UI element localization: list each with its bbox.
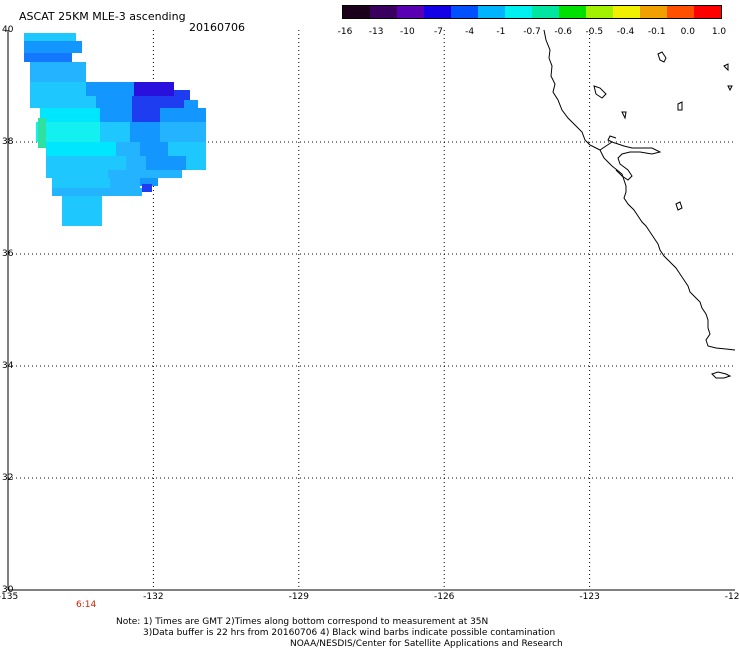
latitude-tick-label: 36: [2, 249, 14, 259]
swath-cell: [52, 188, 142, 196]
wind-swath: [24, 33, 206, 226]
longitude-tick-label: -132: [143, 592, 164, 602]
note-line-3: NOAA/NESDIS/Center for Satellite Applica…: [290, 639, 563, 649]
swath-cell: [100, 108, 132, 122]
colorbar-segment: [586, 6, 614, 18]
swath-cell: [62, 206, 102, 226]
latitude-tick-label: 30: [2, 585, 14, 595]
swath-cell: [186, 156, 206, 170]
note-line-2: 3)Data buffer is 22 hrs from 20160706 4)…: [143, 628, 556, 638]
swath-cell: [134, 82, 174, 96]
swath-time-label: 6:14: [76, 600, 97, 610]
swath-cell: [184, 100, 198, 110]
colorbar-segment: [532, 6, 560, 18]
swath-cell: [160, 122, 206, 142]
swath-cell: [132, 108, 160, 122]
colorbar-tick-label: -0.6: [554, 27, 572, 37]
swath-cell: [46, 170, 108, 178]
swath-cell: [142, 184, 152, 192]
colorbar: [342, 5, 722, 19]
note-line-1: Note: 1) Times are GMT 2)Times along bot…: [116, 617, 489, 627]
colorbar-tick-label: -0.4: [616, 27, 635, 37]
colorbar-segment: [559, 6, 587, 18]
longitude-tick-label: -123: [579, 592, 600, 602]
colorbar-segment: [343, 6, 371, 18]
colorbar-segment: [640, 6, 668, 18]
swath-cell: [36, 122, 100, 142]
colorbar-tick-label: 1.0: [711, 27, 727, 37]
colorbar-segment: [694, 6, 721, 18]
colorbar-tick-label: -1: [496, 27, 506, 37]
product-date: 20160706: [189, 21, 245, 34]
colorbar-tick-label: 0.0: [680, 27, 695, 37]
colorbar-segment: [478, 6, 506, 18]
colorbar-segment: [667, 6, 695, 18]
swath-cell: [116, 142, 140, 156]
swath-cell: [130, 122, 160, 142]
colorbar-tick-label: -10: [399, 27, 415, 37]
swath-cell: [52, 178, 110, 188]
colorbar-tick-label: -4: [465, 27, 475, 37]
swath-cell: [24, 41, 82, 53]
map-grid: [8, 30, 735, 590]
swath-cell: [46, 142, 116, 156]
colorbar-segment: [505, 6, 533, 18]
swath-cell: [140, 142, 168, 156]
colorbar-tick-label: -0.5: [585, 27, 604, 37]
swath-cell: [30, 62, 86, 82]
swath-cell: [38, 118, 46, 148]
swath-cell: [46, 156, 126, 170]
california-coastline: [543, 29, 736, 379]
swath-cell: [100, 122, 130, 142]
swath-cell: [108, 170, 182, 178]
swath-cell: [62, 196, 102, 206]
swath-cell: [40, 108, 100, 122]
swath-cell: [146, 156, 186, 170]
product-title: ASCAT 25KM MLE-3 ascending: [19, 10, 186, 23]
colorbar-tick-label: -0.7: [523, 27, 541, 37]
swath-cell: [126, 156, 146, 170]
colorbar-tick-label: -16: [337, 27, 353, 37]
latitude-tick-label: 32: [2, 473, 14, 483]
swath-cell: [160, 108, 206, 122]
longitude-tick-label: -126: [433, 592, 455, 602]
swath-cell: [30, 96, 96, 108]
colorbar-segment: [397, 6, 425, 18]
colorbar-segment: [424, 6, 452, 18]
swath-cell: [140, 178, 158, 186]
latitude-tick-label: 34: [2, 361, 14, 371]
colorbar-segment: [613, 6, 641, 18]
colorbar-tick-label: -13: [368, 27, 384, 37]
colorbar-tick-label: -0.1: [647, 27, 666, 37]
colorbar-segment: [370, 6, 398, 18]
swath-cell: [110, 178, 140, 188]
longitude-tick-label: -120: [724, 592, 740, 602]
swath-cell: [24, 53, 72, 62]
colorbar-gradient: [343, 6, 721, 18]
latitude-tick-label: 40: [2, 25, 14, 35]
colorbar-segment: [451, 6, 479, 18]
swath-cell: [24, 33, 76, 41]
swath-cell: [86, 82, 134, 96]
longitude-tick-label: -129: [288, 592, 310, 602]
latitude-tick-label: 38: [2, 137, 14, 147]
swath-cell: [132, 96, 184, 108]
longitude-tick-label: -135: [0, 592, 19, 602]
swath-cell: [96, 96, 132, 108]
colorbar-tick-label: -7: [434, 27, 443, 37]
swath-cell: [168, 142, 206, 156]
swath-cell: [30, 82, 86, 96]
